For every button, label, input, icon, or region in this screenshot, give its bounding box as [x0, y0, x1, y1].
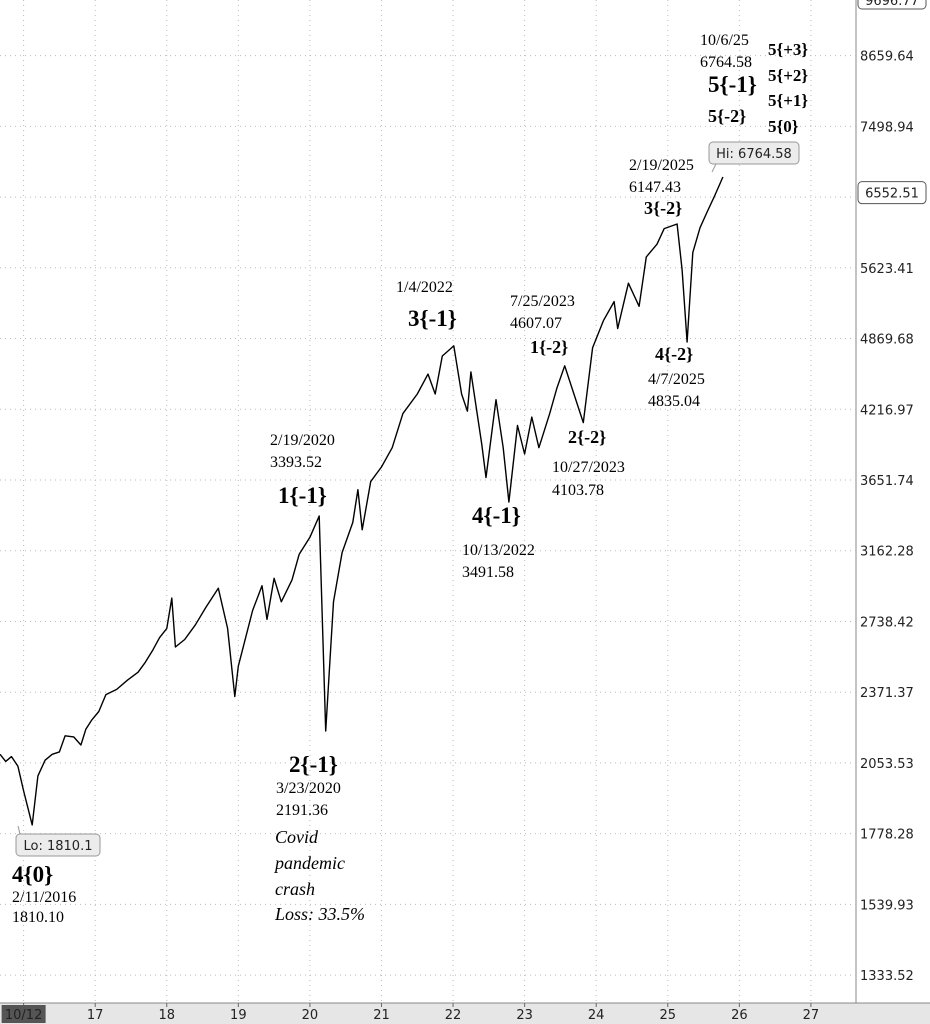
x-tick-label: 27: [803, 1008, 820, 1023]
current-price-box: [857, 181, 927, 205]
annotation: Covid: [275, 827, 319, 847]
hi-pointer: [711, 163, 717, 173]
price-line: [0, 176, 724, 826]
x-tick-label: 19: [230, 1008, 247, 1023]
annotation: 3/23/2020: [276, 780, 341, 797]
annotation: 3{-1}: [408, 306, 457, 331]
x-axis-strip: [0, 1003, 930, 1024]
y-tick-label: 2371.37: [860, 686, 914, 701]
annotation: 5{+2}: [768, 66, 808, 85]
annotation: 3393.52: [270, 454, 322, 471]
annotation: 1810.10: [12, 909, 64, 926]
x-tick-label: 18: [158, 1008, 175, 1023]
annotation: 2/11/2016: [12, 889, 76, 906]
annotation: 5{-1}: [708, 72, 757, 97]
y-tick-label: 3651.74: [860, 474, 914, 489]
x-tick-label: 26: [731, 1008, 748, 1023]
annotation: 5{+1}: [768, 91, 808, 110]
annotation: 1{-2}: [530, 337, 568, 357]
y-max-label-box: [857, 0, 927, 10]
y-tick-label: 8659.64: [860, 50, 914, 65]
x-tick-label: 22: [445, 1008, 462, 1023]
annotation: 4/7/2025: [648, 371, 705, 388]
annotation: 5{+3}: [768, 40, 808, 59]
y-tick-label: 2053.53: [860, 757, 914, 772]
annotation: 4{-2}: [655, 344, 693, 364]
y-tick-label: 1539.93: [860, 898, 914, 913]
annotation: crash: [275, 879, 315, 899]
annotation: 2191.36: [276, 802, 328, 819]
x-tick-label: 21: [373, 1008, 390, 1023]
annotation: 4835.04: [648, 393, 700, 410]
x-tick-label: 20: [302, 1008, 319, 1023]
lo-pointer: [17, 825, 21, 835]
y-tick-label: 1778.28: [860, 828, 914, 843]
hi-label: Hi: 6764.58: [716, 147, 792, 162]
annotation: 6764.58: [700, 54, 752, 71]
annotation: 3491.58: [462, 564, 514, 581]
lo-label-box: [15, 833, 101, 857]
annotation: 4{0}: [12, 862, 53, 887]
annotation: 1/4/2022: [396, 279, 453, 296]
x-cursor-box: [1, 1005, 46, 1023]
annotation: 10/27/2023: [552, 459, 625, 476]
y-tick-label: 4869.68: [860, 333, 914, 348]
annotation: 10/13/2022: [462, 542, 535, 559]
annotation: pandemic: [273, 853, 345, 873]
annotation: Loss: 33.5%: [274, 904, 365, 924]
y-tick-label: 5623.41: [860, 262, 914, 277]
y-tick-label: 3162.28: [860, 545, 914, 560]
annotation: 2/19/2025: [629, 157, 694, 174]
annotation: 5{-2}: [708, 106, 746, 126]
annotation: 4{-1}: [472, 503, 521, 528]
annotation: 2{-2}: [568, 427, 606, 447]
y-tick-label: 4216.97: [860, 403, 914, 418]
annotation: 4607.07: [510, 315, 562, 332]
annotation: 6147.43: [629, 179, 681, 196]
current-price: 6552.51: [865, 187, 919, 202]
annotation: 10/6/25: [700, 32, 749, 49]
hi-label-box: [708, 141, 800, 165]
annotation: 2{-1}: [289, 752, 338, 777]
y-tick-label: 1333.52: [860, 969, 914, 984]
x-tick-label: 24: [588, 1008, 605, 1023]
annotation: 7/25/2023: [510, 293, 575, 310]
lo-label: Lo: 1810.1: [24, 839, 93, 854]
annotation: 5{0}: [768, 117, 799, 136]
x-tick-label: 10/12: [5, 1008, 42, 1023]
annotation: 2/19/2020: [270, 432, 335, 449]
annotation: 1{-1}: [278, 483, 327, 508]
y-tick-label: 2738.42: [860, 615, 914, 630]
y-tick-label: 7498.94: [860, 120, 914, 135]
x-tick-label: 25: [659, 1008, 676, 1023]
x-tick-label: 23: [516, 1008, 533, 1023]
y-max-label: 9696.77: [865, 0, 919, 9]
annotation: 4103.78: [552, 482, 604, 499]
x-tick-label: 17: [87, 1008, 104, 1023]
annotation: 3{-2}: [644, 198, 682, 218]
